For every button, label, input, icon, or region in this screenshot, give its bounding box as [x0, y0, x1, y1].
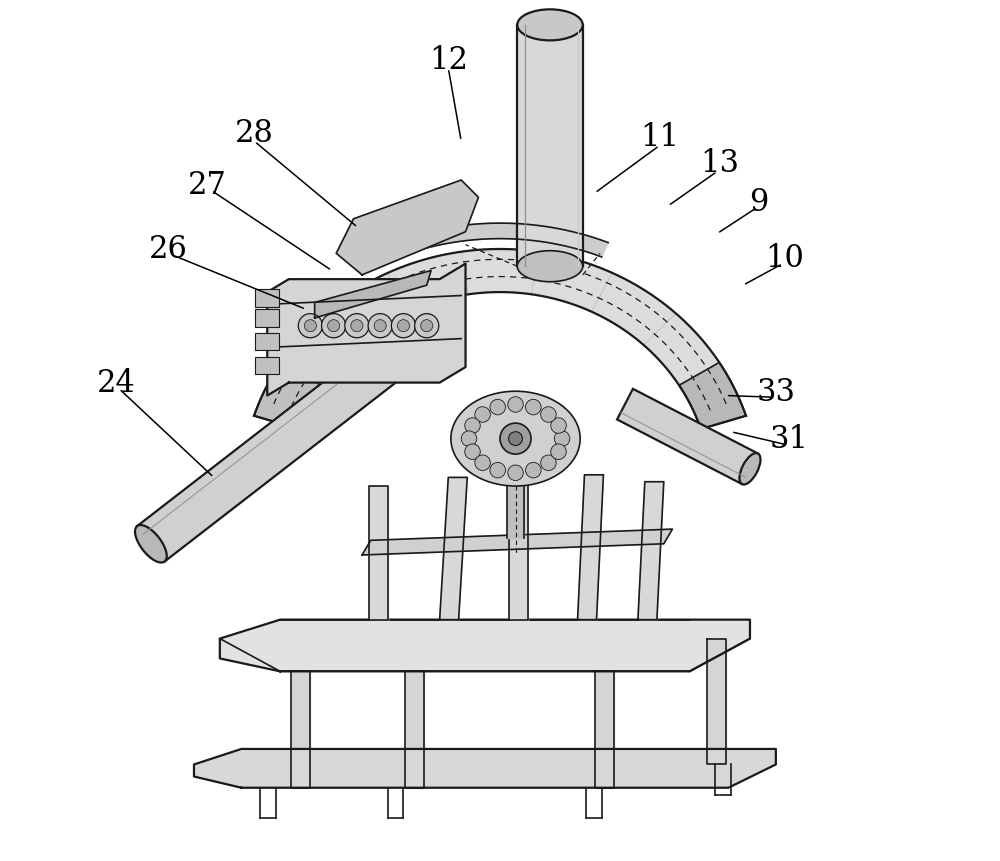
Circle shape [551, 444, 566, 460]
Circle shape [508, 466, 523, 481]
Ellipse shape [451, 392, 580, 486]
Text: 28: 28 [235, 118, 274, 149]
Circle shape [490, 400, 505, 415]
Polygon shape [440, 478, 467, 620]
Polygon shape [137, 319, 432, 562]
Circle shape [551, 418, 566, 434]
Bar [255, 357, 279, 375]
Text: 31: 31 [769, 424, 808, 455]
Circle shape [368, 314, 392, 338]
Polygon shape [291, 672, 310, 788]
Circle shape [541, 407, 556, 423]
Circle shape [508, 397, 523, 412]
Text: 33: 33 [756, 376, 795, 407]
Polygon shape [578, 475, 603, 620]
Polygon shape [315, 271, 431, 319]
Circle shape [461, 431, 477, 447]
Text: 13: 13 [700, 148, 739, 179]
Text: 9: 9 [749, 187, 768, 218]
Ellipse shape [739, 454, 760, 485]
Circle shape [526, 463, 541, 479]
Circle shape [541, 455, 556, 471]
Text: 10: 10 [765, 243, 804, 274]
Ellipse shape [517, 251, 583, 282]
Polygon shape [679, 363, 746, 430]
Polygon shape [362, 530, 672, 555]
Polygon shape [194, 749, 776, 788]
Polygon shape [707, 639, 726, 765]
Circle shape [475, 455, 490, 471]
Circle shape [465, 444, 480, 460]
Circle shape [421, 320, 433, 332]
Polygon shape [267, 264, 466, 396]
Circle shape [526, 400, 541, 415]
Polygon shape [254, 250, 746, 430]
Circle shape [391, 314, 416, 338]
Polygon shape [369, 486, 388, 620]
Circle shape [465, 418, 480, 434]
Polygon shape [254, 363, 321, 430]
Text: 26: 26 [149, 234, 188, 265]
Ellipse shape [517, 10, 583, 41]
Circle shape [500, 424, 531, 455]
Text: 27: 27 [187, 170, 226, 201]
Polygon shape [638, 482, 664, 620]
Circle shape [554, 431, 570, 447]
Polygon shape [517, 26, 583, 267]
Circle shape [345, 314, 369, 338]
Circle shape [509, 432, 522, 446]
Circle shape [374, 320, 386, 332]
Polygon shape [392, 224, 608, 257]
Polygon shape [509, 465, 528, 620]
Circle shape [322, 314, 346, 338]
Text: 24: 24 [97, 368, 136, 399]
Circle shape [298, 314, 322, 338]
Circle shape [475, 407, 490, 423]
Polygon shape [617, 389, 758, 485]
Polygon shape [220, 620, 750, 672]
Bar [255, 333, 279, 350]
Circle shape [397, 320, 409, 332]
Polygon shape [595, 672, 614, 788]
Text: 12: 12 [429, 45, 468, 76]
Polygon shape [405, 672, 424, 788]
Text: 11: 11 [640, 122, 679, 153]
Circle shape [351, 320, 363, 332]
Circle shape [304, 320, 316, 332]
Circle shape [415, 314, 439, 338]
Bar [255, 310, 279, 327]
Polygon shape [507, 486, 524, 538]
Ellipse shape [135, 525, 167, 563]
Circle shape [490, 463, 505, 479]
Bar [255, 290, 279, 307]
Circle shape [328, 320, 340, 332]
Polygon shape [336, 181, 478, 276]
